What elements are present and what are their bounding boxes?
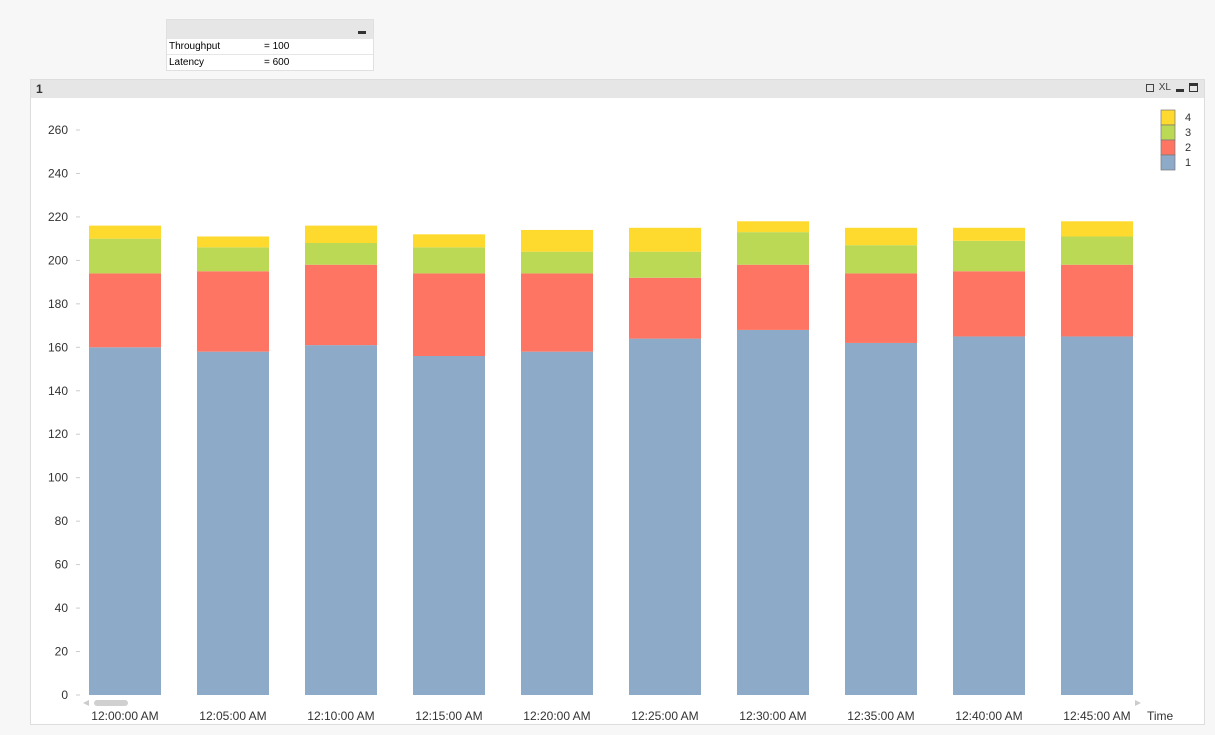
scroll-right-icon [1135,700,1141,706]
bar-segment-series-3 [1061,236,1133,265]
legend-label: 4 [1185,112,1191,124]
bar-segment-series-2 [953,271,1025,337]
bar-segment-series-3 [737,232,809,265]
variable-name: Throughput [169,41,221,52]
bar-segment-series-3 [845,245,917,274]
print-icon[interactable] [1145,83,1154,92]
bar-segment-series-4 [305,225,377,243]
bar-segment-series-4 [197,236,269,248]
export-excel-icon[interactable]: XL [1158,82,1171,93]
legend-swatch [1160,109,1176,126]
x-tick-label: 12:35:00 AM [847,709,914,723]
bar-segment-series-1 [197,351,269,695]
variable-name: Latency [169,57,205,68]
y-tick-label: 240 [48,166,68,180]
x-tick-label: 12:05:00 AM [199,709,266,723]
bar-segment-series-2 [737,264,809,330]
y-tick-label: 200 [48,253,68,267]
bar-segment-series-4 [629,227,701,252]
bar-segment-series-3 [413,247,485,274]
variable-value: = 600 [264,57,290,68]
y-tick-label: 220 [48,210,68,224]
bar-segment-series-1 [953,336,1025,695]
y-tick-label: 140 [48,384,68,398]
bar-segment-series-3 [89,238,161,274]
x-tick-label: 12:10:00 AM [307,709,374,723]
x-tick-label: 12:30:00 AM [739,709,806,723]
bar-segment-series-3 [305,243,377,265]
legend-swatch [1160,124,1176,141]
legend-swatch [1160,139,1176,156]
bar-segment-series-3 [953,240,1025,272]
variable-value: = 100 [264,41,290,52]
legend-label: 1 [1185,157,1191,169]
bar-segment-series-4 [1061,221,1133,237]
bar-segment-series-1 [845,342,917,695]
bar-segment-series-3 [197,247,269,272]
y-tick-label: 260 [48,123,68,137]
x-tick-label: 12:00:00 AM [91,709,158,723]
bar-segment-series-1 [629,338,701,695]
bar-segment-series-2 [197,271,269,352]
y-tick-label: 160 [48,340,68,354]
y-tick-label: 60 [55,558,69,572]
legend-swatch [1160,154,1176,171]
y-tick-label: 80 [55,514,69,528]
y-tick-label: 120 [48,427,68,441]
x-tick-label: 12:20:00 AM [523,709,590,723]
maximize-icon[interactable] [1189,83,1198,92]
bar-segment-series-4 [89,225,161,239]
variable-table: Throughput = 100 Latency = 600 [166,19,374,71]
bar-segment-series-1 [521,351,593,695]
bar-segment-series-2 [629,277,701,339]
legend-label: 2 [1185,142,1191,154]
bar-segment-series-4 [953,227,1025,241]
bar-segment-series-2 [521,273,593,352]
bar-segment-series-4 [413,234,485,248]
bar-segment-series-1 [737,329,809,695]
bar-segment-series-3 [629,251,701,278]
x-tick-label: 12:15:00 AM [415,709,482,723]
bar-segment-series-4 [737,221,809,233]
bar-segment-series-2 [413,273,485,356]
minimize-icon[interactable] [358,31,366,34]
y-tick-label: 0 [61,688,68,702]
x-tick-label: 12:45:00 AM [1063,709,1130,723]
chart-window-caption: 1 XL [31,80,1204,98]
bar-segment-series-1 [413,356,485,695]
bar-segment-series-4 [521,229,593,252]
y-tick-label: 100 [48,471,68,485]
bar-segment-series-2 [305,264,377,346]
y-tick-label: 20 [55,645,69,659]
variable-row: Latency = 600 [167,54,373,70]
y-tick-label: 40 [55,601,69,615]
bar-segment-series-3 [521,251,593,274]
variable-row: Throughput = 100 [167,38,373,54]
bar-segment-series-2 [1061,264,1133,337]
minimize-icon[interactable] [1176,89,1184,92]
bar-segment-series-1 [305,345,377,695]
bar-segment-series-2 [89,273,161,348]
chart-title: 1 [36,82,43,96]
x-tick-label: 12:25:00 AM [631,709,698,723]
bar-segment-series-2 [845,273,917,343]
horizontal-scrollbar-thumb[interactable] [94,700,128,706]
bar-segment-series-1 [89,347,161,695]
variable-table-header [167,20,373,38]
bar-segment-series-1 [1061,336,1133,695]
bar-segment-series-4 [845,227,917,246]
scroll-left-icon [83,700,89,706]
y-tick-label: 180 [48,297,68,311]
x-tick-label: 12:40:00 AM [955,709,1022,723]
legend-label: 3 [1185,127,1191,139]
x-axis-label: Time [1147,709,1174,723]
